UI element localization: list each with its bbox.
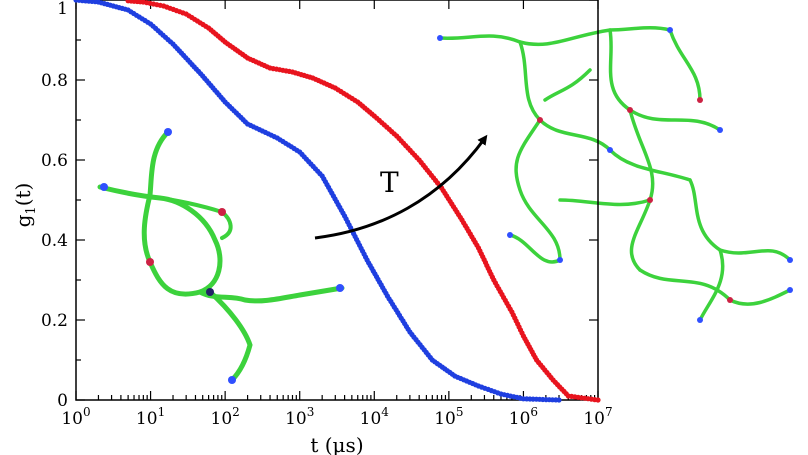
x-tick-label: 102 xyxy=(211,405,240,429)
x-tick-label: 107 xyxy=(583,405,612,429)
large-polymer-network-illustration xyxy=(437,26,793,323)
y-tick-label: 1 xyxy=(57,0,68,19)
data-series xyxy=(73,0,601,403)
y-tick-label: 0.8 xyxy=(41,71,68,91)
y-tick-label: 0.2 xyxy=(41,311,68,331)
x-tick-labels: 100 101 102 103 104 105 106 107 xyxy=(61,405,612,429)
y-tick-label: 0 xyxy=(57,391,68,411)
y-tick-label: 0.4 xyxy=(41,231,68,251)
x-tick-label: 104 xyxy=(360,405,390,429)
y-axis-label-main: g xyxy=(11,214,35,227)
y-axis-label: g1(t) xyxy=(11,183,39,228)
x-tick-label: 106 xyxy=(509,405,538,429)
series-0 xyxy=(125,0,601,403)
data-point xyxy=(595,397,601,403)
small-polymer-illustration xyxy=(97,128,345,384)
x-tick-label: 105 xyxy=(434,405,463,429)
y-axis-label-tail: (t) xyxy=(11,183,35,207)
x-axis-label: t (μs) xyxy=(310,433,363,455)
x-tick-label: 101 xyxy=(136,405,165,429)
temperature-label: T xyxy=(380,166,399,199)
temperature-arrow xyxy=(314,134,488,240)
y-tick-labels: 0 0.2 0.4 0.6 0.8 1 xyxy=(41,0,68,411)
x-tick-label: 103 xyxy=(285,405,314,429)
x-tick-label: 100 xyxy=(61,405,90,429)
y-axis-label-subscript: 1 xyxy=(24,206,39,214)
y-tick-label: 0.6 xyxy=(41,151,68,171)
series-1 xyxy=(73,0,562,403)
data-point xyxy=(556,397,562,403)
